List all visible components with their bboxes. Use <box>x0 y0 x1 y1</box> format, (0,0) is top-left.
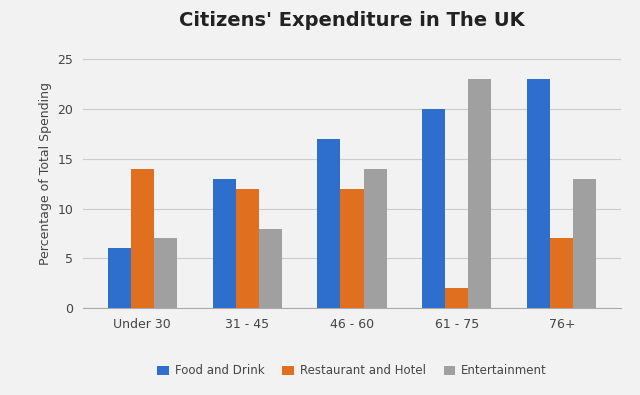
Bar <box>422 109 445 308</box>
Y-axis label: Percentage of Total Spending: Percentage of Total Spending <box>39 82 52 265</box>
Bar <box>259 229 282 308</box>
Bar <box>573 179 596 308</box>
Bar <box>212 179 236 308</box>
Bar <box>340 189 364 308</box>
Bar <box>131 169 154 308</box>
Bar <box>550 239 573 308</box>
Bar <box>468 79 492 308</box>
Bar <box>527 79 550 308</box>
Bar <box>108 248 131 308</box>
Bar <box>317 139 340 308</box>
Bar <box>154 239 177 308</box>
Bar <box>236 189 259 308</box>
Title: Citizens' Expenditure in The UK: Citizens' Expenditure in The UK <box>179 11 525 30</box>
Legend: Food and Drink, Restaurant and Hotel, Entertainment: Food and Drink, Restaurant and Hotel, En… <box>152 360 552 382</box>
Bar <box>364 169 387 308</box>
Bar <box>445 288 468 308</box>
